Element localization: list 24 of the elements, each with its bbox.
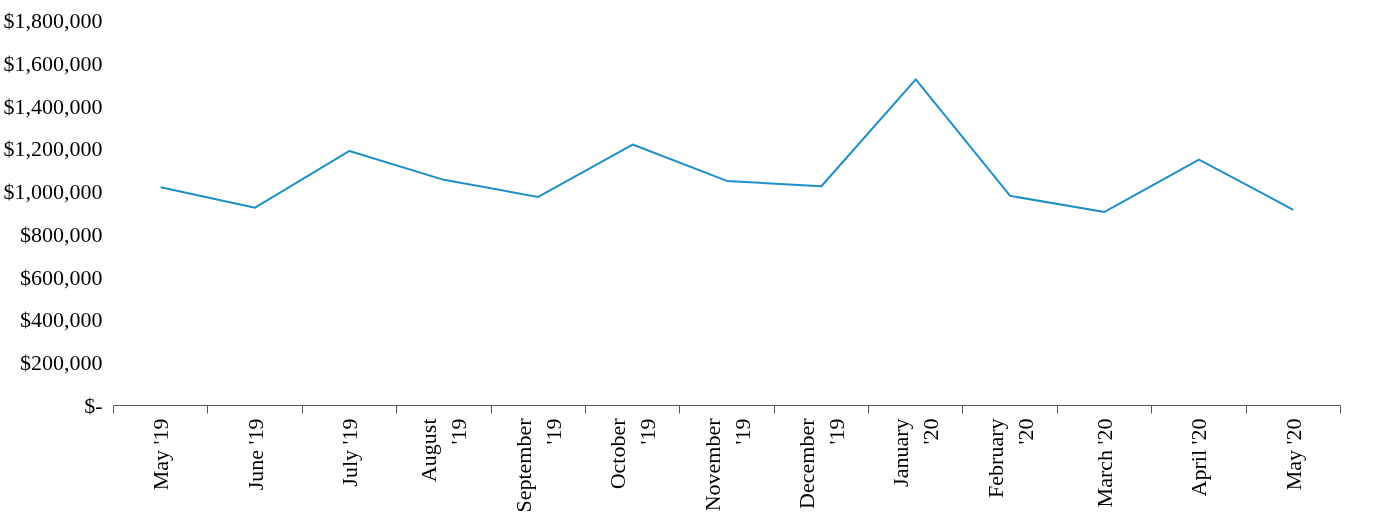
x-tick-label: March '20 <box>1092 418 1118 508</box>
y-tick-label: $1,400,000 <box>3 93 103 119</box>
y-tick-label: $1,200,000 <box>3 136 103 162</box>
x-tick-label: August '19 <box>416 418 472 483</box>
y-tick-label: $400,000 <box>20 307 103 333</box>
x-tick-label: May '19 <box>148 418 174 491</box>
x-tick-label: February '20 <box>982 418 1038 498</box>
x-tick-label: January '20 <box>888 418 944 487</box>
x-tick-label: June '19 <box>242 418 268 491</box>
y-tick-label: $- <box>84 393 103 418</box>
y-tick-label: $1,800,000 <box>3 8 103 33</box>
y-tick-label: $1,000,000 <box>3 179 103 205</box>
y-tick-label: $600,000 <box>20 264 103 290</box>
x-tick-label: April '20 <box>1186 418 1212 497</box>
y-tick-label: $1,600,000 <box>3 50 103 76</box>
x-tick-label: July '19 <box>336 418 362 487</box>
x-tick-label: December '19 <box>793 417 849 509</box>
x-tick-label: September '19 <box>510 417 566 513</box>
x-tick-label: May '20 <box>1280 418 1306 491</box>
x-tick-label: November '19 <box>699 417 755 512</box>
line-series <box>159 78 1295 213</box>
y-tick-label: $200,000 <box>20 350 103 376</box>
x-tick-label: October '19 <box>605 417 661 490</box>
y-tick-label: $800,000 <box>20 221 103 247</box>
